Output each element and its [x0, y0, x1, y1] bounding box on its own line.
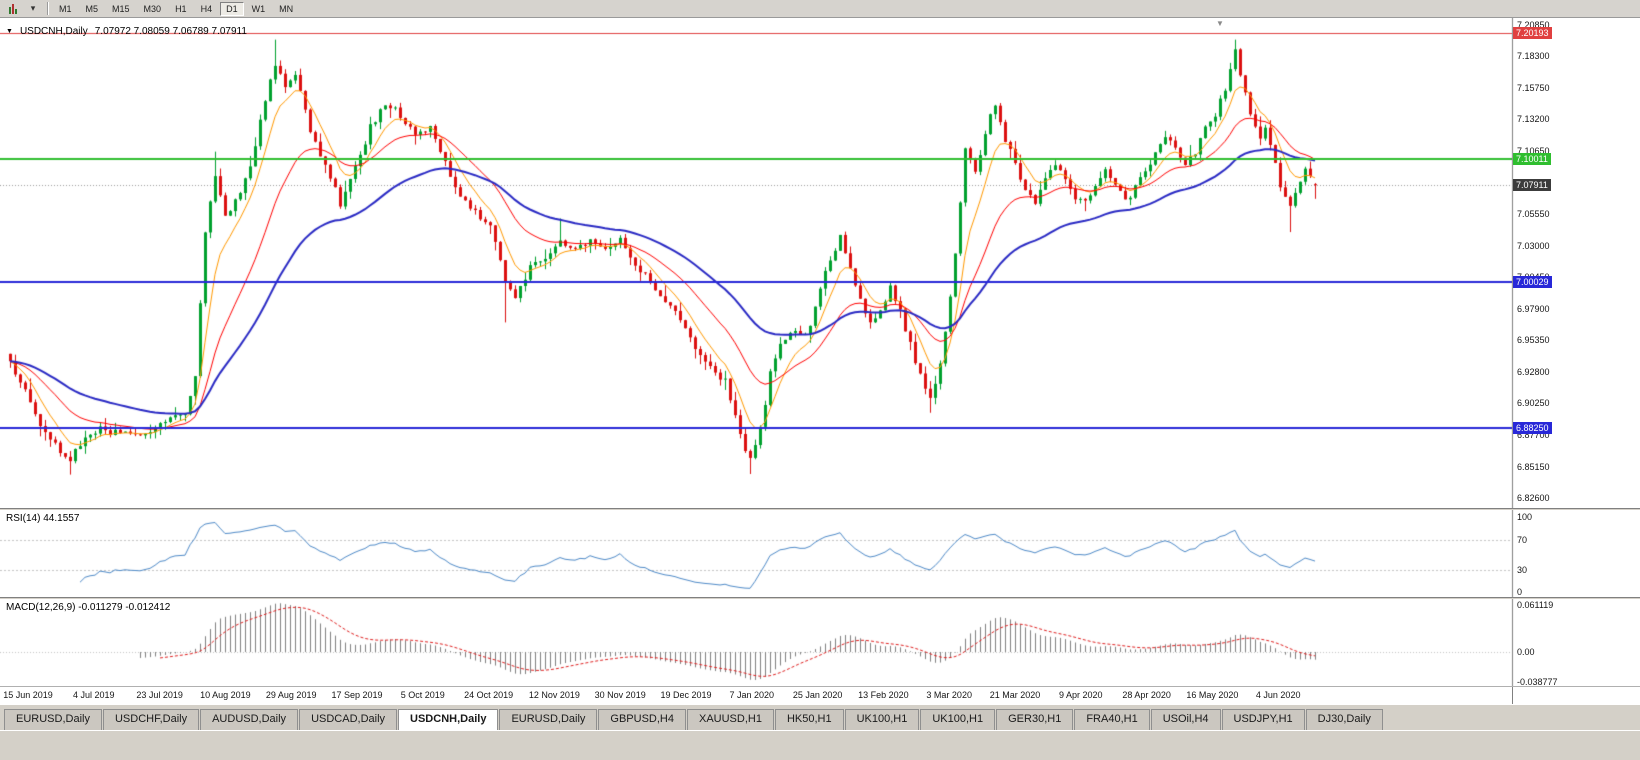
time-axis-label: 16 May 2020: [1186, 690, 1239, 700]
chart-tab-audusd-daily[interactable]: AUDUSD,Daily: [200, 709, 299, 730]
chart-tab-ger30-h1[interactable]: GER30,H1: [996, 709, 1074, 730]
time-axis-label: 25 Jan 2020: [792, 690, 843, 700]
chart-tab-hk50-h1[interactable]: HK50,H1: [774, 709, 844, 730]
toolbar: ▾ M1 M5 M15 M30 H1 H4 D1 W1 MN: [0, 0, 1640, 18]
time-axis-label: 10 Aug 2019: [200, 690, 251, 700]
chart-tab-uk100-h1[interactable]: UK100,H1: [844, 709, 920, 730]
timeframe-button-m15[interactable]: M15: [112, 3, 130, 14]
time-axis-label: 9 Apr 2020: [1059, 690, 1103, 700]
chart-tab-gbpusd-h4[interactable]: GBPUSD,H4: [598, 709, 686, 730]
macd-indicator-label: MACD(12,26,9) -0.011279 -0.012412: [6, 602, 171, 613]
timeframe-button-h4[interactable]: H4: [200, 3, 213, 14]
chart-tab-eurusd-daily[interactable]: EURUSD,Daily: [499, 709, 598, 730]
time-axis-label: 7 Jan 2020: [729, 690, 775, 700]
chart-tab-xauusd-h1[interactable]: XAUUSD,H1: [686, 709, 774, 730]
chart-type-icon[interactable]: [3, 2, 23, 16]
chart-tab-usdjpy-h1[interactable]: USDJPY,H1: [1221, 709, 1305, 730]
time-axis-label: 23 Jul 2019: [136, 690, 183, 700]
time-axis-label: 24 Oct 2019: [464, 690, 514, 700]
time-axis-label: 30 Nov 2019: [594, 690, 646, 700]
timeframe-button-m5[interactable]: M5: [85, 3, 99, 14]
time-axis[interactable]: 15 Jun 2019 4 Jul 2019 23 Jul 2019 10 Aug 2…: [0, 686, 1640, 705]
timeframe-button-m1[interactable]: M1: [59, 3, 72, 14]
time-axis-label: 4 Jun 2020: [1255, 690, 1301, 700]
time-axis-label: 4 Jul 2019: [73, 690, 115, 700]
chart-symbol-timeframe: USDCNH,Daily: [19, 26, 88, 37]
timeframe-button-mn[interactable]: MN: [279, 3, 294, 14]
time-axis-label: 17 Sep 2019: [331, 690, 383, 700]
time-axis-label: 29 Aug 2019: [265, 690, 317, 700]
chart-tab-usdcad-daily[interactable]: USDCAD,Daily: [299, 709, 398, 730]
chart-tab-dj30-daily[interactable]: DJ30,Daily: [1305, 709, 1383, 730]
time-axis-label: 21 Mar 2020: [989, 690, 1041, 700]
time-axis-label: 19 Dec 2019: [660, 690, 712, 700]
chart-tab-usdcnh-daily[interactable]: USDCNH,Daily: [398, 709, 499, 730]
collapse-icon[interactable]: ▼: [6, 28, 13, 35]
price-chart-panel: 7.20850 7.18300 7.15750 7.13200 7.10650 7.081…: [0, 18, 1640, 508]
time-axis-label: 13 Feb 2020: [858, 690, 909, 700]
time-axis-label: 5 Oct 2019: [400, 690, 445, 700]
chart-type-dropdown-icon[interactable]: ▾: [30, 3, 36, 13]
chart-shift-marker[interactable]: ▼: [1216, 19, 1224, 28]
chart-tabs-bar: EURUSD,Daily USDCHF,Daily AUDUSD,Daily USDC…: [0, 704, 1640, 730]
chart-tab-usoil-h4[interactable]: USOil,H4: [1150, 709, 1221, 730]
timeframe-button-w1[interactable]: W1: [251, 3, 266, 14]
timeframe-button-m30[interactable]: M30: [143, 3, 162, 14]
macd-panel: 0.061119 0.00 -0.038777 MACD(12,26,9) -0.0…: [0, 599, 1640, 687]
chart-ohlc-values: 7.07972 7.08059 7.06789 7.07911: [94, 26, 247, 37]
chart-tab-eurusd-daily[interactable]: EURUSD,Daily: [4, 709, 102, 730]
timeframe-button-h1[interactable]: H1: [175, 3, 187, 14]
timeframe-button-group: M1 M5 M15 M30 H1 H4 D1 W1 MN: [52, 1, 300, 16]
time-axis-label: 15 Jun 2019: [3, 690, 53, 700]
time-axis-label: 3 Mar 2020: [926, 690, 972, 700]
axis-separator: [1512, 687, 1513, 705]
timeframe-button-d1[interactable]: D1: [220, 1, 244, 16]
status-bar: [0, 730, 1640, 760]
price-chart-canvas[interactable]: [0, 18, 1640, 508]
candlestick-glyph: [9, 3, 17, 14]
time-axis-label: 12 Nov 2019: [528, 690, 580, 700]
rsi-canvas[interactable]: [0, 510, 1640, 597]
macd-canvas[interactable]: [0, 599, 1640, 686]
chart-title: ▼ USDCNH,Daily 7.07972 7.08059 7.06789 7…: [6, 26, 247, 37]
rsi-panel: 100 70 30 0 RSI(14) 44.1557: [0, 510, 1640, 597]
toolbar-separator: [47, 2, 48, 15]
rsi-indicator-label: RSI(14) 44.1557: [6, 513, 80, 524]
chart-tab-usdchf-daily[interactable]: USDCHF,Daily: [102, 709, 200, 730]
chart-tab-uk100-h1[interactable]: UK100,H1: [920, 709, 996, 730]
time-axis-label: 28 Apr 2020: [1122, 690, 1171, 700]
chart-tab-fra40-h1[interactable]: FRA40,H1: [1074, 709, 1150, 730]
